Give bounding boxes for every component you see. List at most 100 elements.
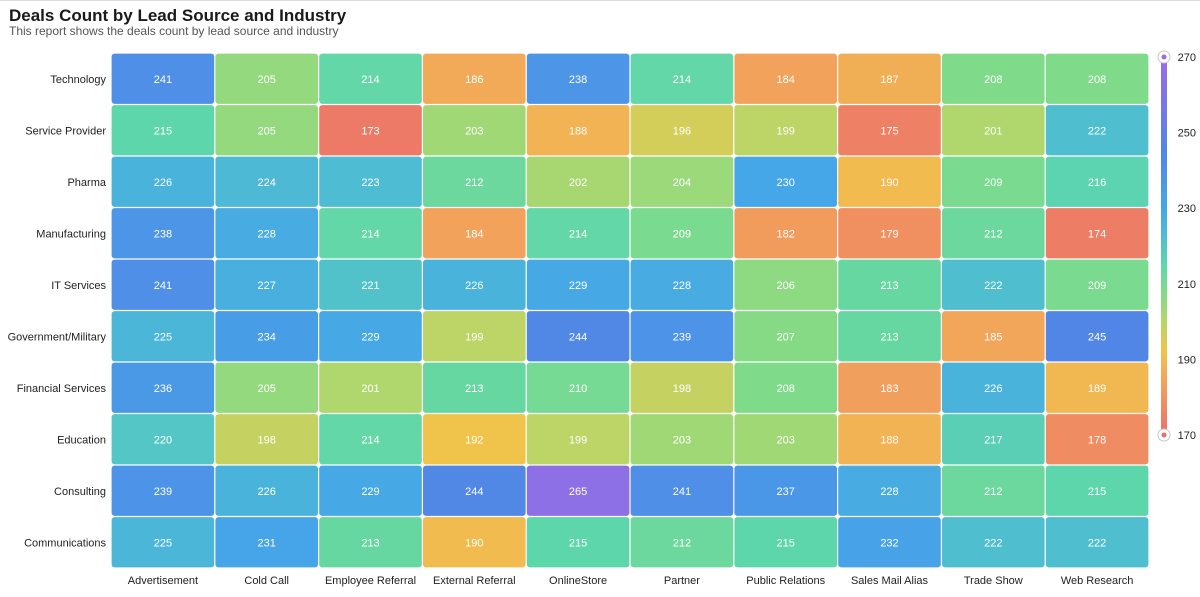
cell-technology-web-research[interactable] xyxy=(1045,53,1149,104)
cell-government-military-partner[interactable] xyxy=(630,311,734,362)
cell-pharma-advertisement[interactable] xyxy=(111,156,215,207)
cell-technology-employee-referral[interactable] xyxy=(319,53,422,104)
cell-consulting-employee-referral[interactable] xyxy=(319,465,422,516)
cell-it-services-employee-referral[interactable] xyxy=(319,259,422,310)
cell-government-military-cold-call[interactable] xyxy=(215,311,318,362)
cell-manufacturing-cold-call[interactable] xyxy=(215,208,318,259)
cell-communications-employee-referral[interactable] xyxy=(319,517,422,568)
cell-consulting-partner[interactable] xyxy=(630,465,734,516)
cell-communications-sales-mail-alias[interactable] xyxy=(838,517,941,568)
cell-education-cold-call[interactable] xyxy=(215,414,318,465)
cell-education-public-relations[interactable] xyxy=(734,414,837,465)
cell-it-services-onlinestore[interactable] xyxy=(526,259,630,310)
cell-manufacturing-employee-referral[interactable] xyxy=(319,208,422,259)
cell-it-services-trade-show[interactable] xyxy=(942,259,1045,310)
cell-it-services-partner[interactable] xyxy=(630,259,734,310)
cell-service-provider-web-research[interactable] xyxy=(1045,105,1149,156)
cell-service-provider-employee-referral[interactable] xyxy=(319,105,422,156)
cell-education-employee-referral[interactable] xyxy=(319,414,422,465)
cell-pharma-trade-show[interactable] xyxy=(942,156,1045,207)
cell-government-military-advertisement[interactable] xyxy=(111,311,215,362)
cell-communications-trade-show[interactable] xyxy=(942,517,1045,568)
cell-pharma-partner[interactable] xyxy=(630,156,734,207)
cell-service-provider-trade-show[interactable] xyxy=(942,105,1045,156)
cell-technology-advertisement[interactable] xyxy=(111,53,215,104)
cell-education-onlinestore[interactable] xyxy=(526,414,630,465)
cell-education-trade-show[interactable] xyxy=(942,414,1045,465)
cell-technology-partner[interactable] xyxy=(630,53,734,104)
cell-it-services-public-relations[interactable] xyxy=(734,259,837,310)
cell-consulting-external-referral[interactable] xyxy=(423,465,526,516)
cell-consulting-sales-mail-alias[interactable] xyxy=(838,465,941,516)
cell-service-provider-external-referral[interactable] xyxy=(423,105,526,156)
cell-service-provider-advertisement[interactable] xyxy=(111,105,215,156)
cell-it-services-cold-call[interactable] xyxy=(215,259,318,310)
cell-it-services-sales-mail-alias[interactable] xyxy=(838,259,941,310)
cell-manufacturing-external-referral[interactable] xyxy=(423,208,526,259)
cell-government-military-sales-mail-alias[interactable] xyxy=(838,311,941,362)
cell-financial-services-advertisement[interactable] xyxy=(111,362,215,413)
cell-pharma-sales-mail-alias[interactable] xyxy=(838,156,941,207)
cell-education-web-research[interactable] xyxy=(1045,414,1149,465)
cell-financial-services-external-referral[interactable] xyxy=(423,362,526,413)
cell-it-services-external-referral[interactable] xyxy=(423,259,526,310)
cell-technology-sales-mail-alias[interactable] xyxy=(838,53,941,104)
cell-communications-web-research[interactable] xyxy=(1045,517,1149,568)
cell-education-advertisement[interactable] xyxy=(111,414,215,465)
cell-communications-cold-call[interactable] xyxy=(215,517,318,568)
legend-handle-min[interactable] xyxy=(1157,428,1171,442)
cell-communications-external-referral[interactable] xyxy=(423,517,526,568)
cell-financial-services-partner[interactable] xyxy=(630,362,734,413)
cell-it-services-advertisement[interactable] xyxy=(111,259,215,310)
cell-it-services-web-research[interactable] xyxy=(1045,259,1149,310)
cell-financial-services-cold-call[interactable] xyxy=(215,362,318,413)
cell-government-military-web-research[interactable] xyxy=(1045,311,1149,362)
cell-manufacturing-advertisement[interactable] xyxy=(111,208,215,259)
cell-pharma-public-relations[interactable] xyxy=(734,156,837,207)
cell-government-military-employee-referral[interactable] xyxy=(319,311,422,362)
cell-manufacturing-partner[interactable] xyxy=(630,208,734,259)
cell-technology-public-relations[interactable] xyxy=(734,53,837,104)
cell-consulting-web-research[interactable] xyxy=(1045,465,1149,516)
cell-financial-services-sales-mail-alias[interactable] xyxy=(838,362,941,413)
cell-government-military-external-referral[interactable] xyxy=(423,311,526,362)
cell-communications-onlinestore[interactable] xyxy=(526,517,630,568)
cell-manufacturing-trade-show[interactable] xyxy=(942,208,1045,259)
cell-pharma-external-referral[interactable] xyxy=(423,156,526,207)
cell-manufacturing-web-research[interactable] xyxy=(1045,208,1149,259)
cell-government-military-public-relations[interactable] xyxy=(734,311,837,362)
cell-service-provider-partner[interactable] xyxy=(630,105,734,156)
cell-pharma-onlinestore[interactable] xyxy=(526,156,630,207)
cell-government-military-onlinestore[interactable] xyxy=(526,311,630,362)
cell-education-external-referral[interactable] xyxy=(423,414,526,465)
cell-consulting-advertisement[interactable] xyxy=(111,465,215,516)
cell-financial-services-web-research[interactable] xyxy=(1045,362,1149,413)
cell-education-sales-mail-alias[interactable] xyxy=(838,414,941,465)
cell-service-provider-onlinestore[interactable] xyxy=(526,105,630,156)
cell-technology-cold-call[interactable] xyxy=(215,53,318,104)
cell-pharma-employee-referral[interactable] xyxy=(319,156,422,207)
cell-technology-external-referral[interactable] xyxy=(423,53,526,104)
cell-financial-services-employee-referral[interactable] xyxy=(319,362,422,413)
cell-financial-services-public-relations[interactable] xyxy=(734,362,837,413)
cell-communications-advertisement[interactable] xyxy=(111,517,215,568)
cell-consulting-trade-show[interactable] xyxy=(942,465,1045,516)
cell-technology-trade-show[interactable] xyxy=(942,53,1045,104)
legend-handle-max[interactable] xyxy=(1157,50,1171,64)
cell-pharma-cold-call[interactable] xyxy=(215,156,318,207)
cell-consulting-cold-call[interactable] xyxy=(215,465,318,516)
cell-service-provider-public-relations[interactable] xyxy=(734,105,837,156)
cell-service-provider-cold-call[interactable] xyxy=(215,105,318,156)
cell-consulting-onlinestore[interactable] xyxy=(526,465,630,516)
cell-pharma-web-research[interactable] xyxy=(1045,156,1149,207)
cell-communications-public-relations[interactable] xyxy=(734,517,837,568)
cell-service-provider-sales-mail-alias[interactable] xyxy=(838,105,941,156)
cell-education-partner[interactable] xyxy=(630,414,734,465)
cell-manufacturing-public-relations[interactable] xyxy=(734,208,837,259)
cell-technology-onlinestore[interactable] xyxy=(526,53,630,104)
cell-government-military-trade-show[interactable] xyxy=(942,311,1045,362)
cell-consulting-public-relations[interactable] xyxy=(734,465,837,516)
cell-manufacturing-onlinestore[interactable] xyxy=(526,208,630,259)
cell-financial-services-onlinestore[interactable] xyxy=(526,362,630,413)
cell-manufacturing-sales-mail-alias[interactable] xyxy=(838,208,941,259)
